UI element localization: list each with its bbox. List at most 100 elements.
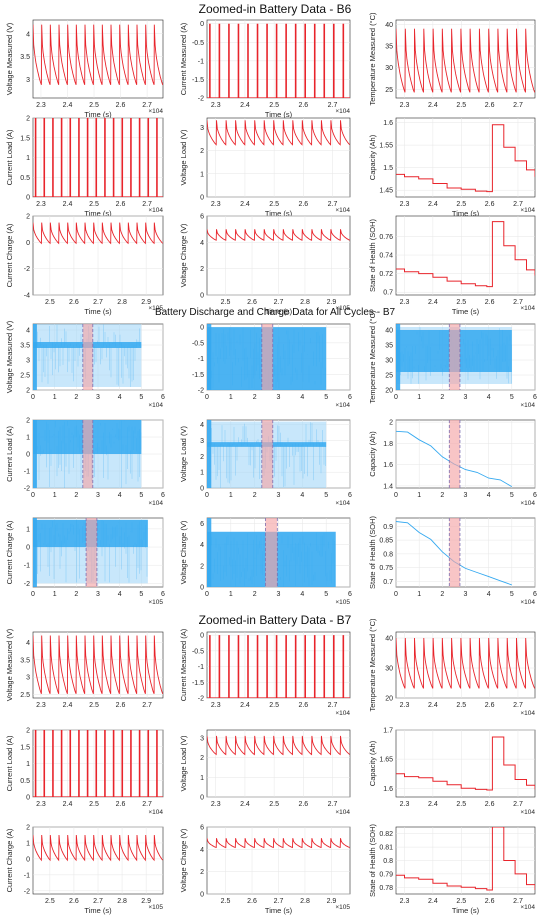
chart-panel-9: 0 1 2 3 4 5 6 2 2.5 3 3.5 4 ×104 Voltage Measured (V) [5, 320, 165, 409]
y-tick-label: 0.79 [379, 871, 393, 878]
plot-area [395, 117, 536, 198]
x-tick-label: 4 [300, 591, 304, 598]
y-axis-label: Temperature Measured (°C) [368, 12, 377, 106]
x-exponent-label: ×104 [520, 402, 535, 409]
y-tick-label: -2 [24, 581, 30, 588]
y-tick-label: 1.7 [383, 728, 393, 735]
x-tick-label: 1 [229, 394, 233, 401]
x-exponent-label: ×104 [335, 710, 350, 717]
y-tick-label: 4 [26, 328, 30, 335]
series-line [207, 229, 350, 241]
y-tick-label: -1 [198, 356, 204, 363]
x-tick-label: 2.4 [428, 102, 438, 109]
x-tick-label: 2.7 [328, 201, 338, 208]
x-tick-label: 6 [161, 591, 165, 598]
x-tick-label: 2.4 [428, 702, 438, 709]
x-tick-label: 6 [161, 492, 165, 499]
x-tick-label: 2.6 [485, 702, 495, 709]
y-tick-label: 2 [26, 825, 30, 832]
x-tick-label: 2.7 [513, 201, 523, 208]
y-tick-label: 1.5 [383, 165, 393, 172]
x-tick-label: 2.6 [69, 898, 79, 905]
x-exponent-label: ×104 [335, 500, 350, 507]
series-noise [207, 532, 335, 587]
x-tick-label: 3 [96, 492, 100, 499]
series-start-block [207, 420, 212, 488]
y-axis-label: State of Health (SOH) [368, 516, 377, 589]
chart-panel-13: 0 1 2 3 4 5 6 0 1 2 3 4 ×104 Voltage Load (V) [179, 419, 352, 507]
series-line [33, 222, 163, 245]
x-tick-label: 5 [324, 492, 328, 499]
chart-panel-2: 2.3 2.4 2.5 2.6 2.7 25 30 35 40 Temperature Measu… [368, 12, 536, 109]
series-line [396, 736, 535, 791]
x-tick-label: 0 [205, 394, 209, 401]
x-tick-label: 4 [118, 394, 122, 401]
x-tick-label: 0 [31, 591, 35, 598]
y-axis-label: Current Charge (A) [5, 223, 14, 287]
x-axis-label: Time (s) [452, 906, 480, 915]
y-tick-label: -2 [198, 388, 204, 395]
x-tick-label: 6 [348, 591, 352, 598]
x-tick-label: 2.7 [328, 801, 338, 808]
x-axis-label: Time (s) [84, 209, 112, 218]
y-tick-label: 1 [200, 775, 204, 782]
series-line [396, 637, 535, 689]
x-tick-label: 1 [53, 394, 57, 401]
x-exponent-label: ×104 [335, 402, 350, 409]
plot-area [32, 631, 164, 699]
y-tick-label: 0 [200, 293, 204, 300]
series-line [396, 221, 535, 288]
x-tick-label: 3 [464, 591, 468, 598]
y-tick-label: 2 [200, 869, 204, 876]
y-axis-label: Current Charge (A) [5, 828, 14, 892]
data-layer [33, 118, 163, 197]
series-noise [207, 327, 326, 389]
x-tick-label: 0 [394, 394, 398, 401]
y-axis-label: Voltage Measured (V) [5, 320, 14, 393]
y-tick-label: -1.5 [192, 680, 204, 687]
x-tick-label: 2 [253, 394, 257, 401]
x-tick-label: 2.3 [36, 201, 46, 208]
x-tick-label: 2.6 [116, 201, 126, 208]
y-tick-label: 2 [26, 728, 30, 735]
x-exponent-label: ×104 [148, 402, 163, 409]
highlight-region [86, 518, 97, 587]
x-tick-label: 2.5 [89, 102, 99, 109]
x-tick-label: 2.5 [456, 801, 466, 808]
y-tick-label: 0 [26, 195, 30, 202]
x-tick-label: 3 [96, 591, 100, 598]
x-tick-label: 2 [440, 591, 444, 598]
y-tick-label: 2.5 [20, 692, 30, 699]
y-tick-label: 0 [26, 795, 30, 802]
y-tick-label: 0.82 [379, 831, 393, 838]
y-tick-label: 20 [385, 696, 393, 703]
series-line [33, 24, 163, 85]
x-tick-label: 5 [510, 394, 514, 401]
y-tick-label: -0.5 [192, 648, 204, 655]
x-axis-label: Time (s) [452, 307, 480, 316]
series-line [396, 28, 535, 93]
x-exponent-label: ×104 [520, 305, 535, 312]
x-tick-label: 2.4 [240, 702, 250, 709]
y-tick-label: 6 [200, 214, 204, 221]
y-tick-label: 30 [385, 358, 393, 365]
y-axis-label: Current Measured (A) [179, 22, 188, 95]
highlight-region [82, 420, 93, 488]
x-tick-label: 6 [533, 394, 537, 401]
y-tick-label: 0 [26, 856, 30, 863]
y-tick-label: 0.7 [383, 579, 393, 586]
y-tick-label: -1 [24, 469, 30, 476]
x-tick-label: 6 [161, 394, 165, 401]
chart-panel-18: 2.3 2.4 2.5 2.6 2.7 2.5 3 3.5 4 Voltage Measured … [5, 628, 164, 709]
x-exponent-label: ×104 [148, 809, 163, 816]
y-tick-label: 40 [385, 22, 393, 29]
y-tick-label: 20 [385, 388, 393, 395]
x-tick-label: 0 [31, 492, 35, 499]
x-tick-label: 2 [440, 492, 444, 499]
x-tick-label: 2.7 [93, 898, 103, 905]
x-tick-label: 2.5 [456, 201, 466, 208]
x-tick-label: 1 [229, 591, 233, 598]
x-tick-label: 2.7 [328, 102, 338, 109]
series-line [33, 635, 163, 694]
